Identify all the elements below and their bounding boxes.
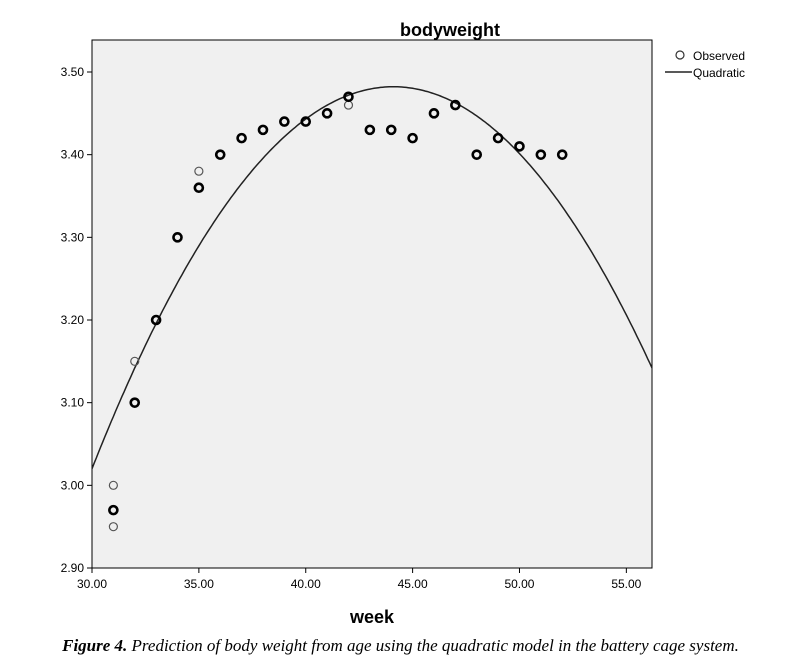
- observed-point: [428, 108, 440, 119]
- figure-caption: Figure 4. Prediction of body weight from…: [0, 636, 801, 656]
- observed-point: [108, 522, 118, 532]
- observed-point: [193, 182, 205, 194]
- observed-point: [300, 116, 312, 127]
- observed-point: [364, 124, 376, 136]
- observed-point: [492, 132, 504, 144]
- quadratic-fit-line: [92, 85, 652, 469]
- y-tick-label: 2.90: [61, 561, 85, 575]
- observed-point: [130, 356, 140, 366]
- legend-quadratic-label: Quadratic: [693, 66, 745, 80]
- y-tick-label: 3.30: [61, 230, 85, 244]
- observed-point: [450, 99, 461, 111]
- observed-point: [214, 149, 226, 160]
- observed-point: [108, 480, 118, 490]
- plot-area: [91, 39, 653, 569]
- y-tick-label: 3.10: [61, 396, 85, 410]
- observed-point: [343, 91, 354, 103]
- observed-point: [321, 108, 333, 119]
- observed-point: [471, 149, 483, 160]
- x-tick-label: 40.00: [291, 577, 321, 591]
- legend-observed-label: Observed: [693, 49, 745, 63]
- x-tick-label: 45.00: [398, 577, 428, 591]
- x-tick-label: 55.00: [611, 577, 641, 591]
- observed-point: [150, 314, 162, 326]
- observed-point: [556, 149, 568, 160]
- observed-point: [129, 397, 141, 408]
- observed-point: [279, 116, 290, 127]
- observed-point: [535, 149, 547, 160]
- observed-point: [257, 124, 269, 136]
- x-tick-label: 35.00: [184, 577, 214, 591]
- y-tick-label: 3.40: [61, 148, 85, 162]
- observed-point: [385, 124, 397, 136]
- legend-observed-marker: [675, 50, 685, 60]
- x-axis-label: week: [349, 607, 395, 627]
- y-tick-label: 3.00: [61, 478, 85, 492]
- observed-point: [407, 132, 418, 144]
- y-tick-label: 3.20: [61, 313, 85, 327]
- observed-point: [194, 166, 204, 176]
- observed-point: [514, 141, 525, 152]
- caption-text: Prediction of body weight from age using…: [127, 636, 739, 655]
- x-tick-label: 50.00: [504, 577, 534, 591]
- observed-point: [236, 132, 247, 144]
- chart-title: bodyweight: [400, 20, 500, 40]
- caption-label: Figure 4.: [62, 636, 128, 655]
- observed-point: [108, 504, 119, 516]
- x-tick-label: 30.00: [77, 577, 107, 591]
- observed-point: [172, 232, 183, 243]
- y-tick-label: 3.50: [61, 65, 85, 79]
